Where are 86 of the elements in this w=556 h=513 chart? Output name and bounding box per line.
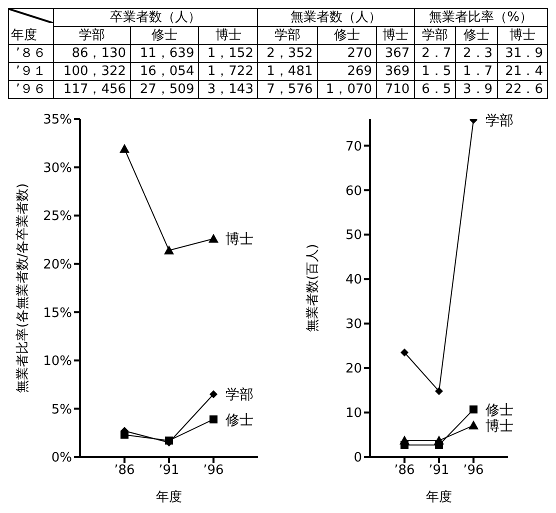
- text: 369: [376, 62, 414, 80]
- text: 2．7: [414, 44, 456, 62]
- y-tick-label: 0%: [51, 450, 72, 466]
- x-tick-label: ’91: [428, 463, 450, 478]
- point: [470, 405, 478, 414]
- y-tick-label: 10: [345, 406, 362, 422]
- y-tick-label: 0: [354, 450, 362, 466]
- text: 117，456: [54, 80, 131, 98]
- text: 無業者比率（%）: [414, 8, 548, 26]
- y-tick-label: 35%: [43, 112, 72, 128]
- series-label: 修士: [226, 412, 254, 428]
- text: 86，130: [54, 44, 131, 62]
- y-tick-label: 30%: [43, 160, 72, 176]
- y-axis-title: 無業者比率(各無業者数/各卒業者数): [14, 183, 31, 393]
- point: [435, 387, 443, 396]
- series-label: 学部: [226, 387, 254, 404]
- text: ’９１: [8, 62, 54, 80]
- series-label: 博士: [486, 418, 514, 434]
- text: ’８６: [8, 44, 54, 62]
- x-tick-label: ’96: [203, 463, 224, 478]
- text: 学部: [54, 26, 131, 44]
- point: [210, 390, 218, 398]
- point: [208, 234, 218, 243]
- text: 16，054: [130, 62, 199, 80]
- series-label: 博士: [226, 232, 254, 248]
- text: 2，352: [258, 44, 318, 62]
- text: 21．4: [497, 62, 548, 80]
- text: 博士: [198, 26, 258, 44]
- x-tick-label: ’86: [394, 463, 415, 478]
- text: 3．9: [456, 80, 498, 98]
- series-label: 修士: [486, 402, 514, 418]
- point: [435, 440, 443, 449]
- text: 270: [317, 44, 377, 62]
- text: 1，152: [198, 44, 258, 62]
- text: 1，070: [317, 80, 377, 98]
- text: 11，639: [130, 44, 199, 62]
- text: 1．5: [414, 62, 456, 80]
- text: 修士: [317, 26, 377, 44]
- x-tick-label: ’96: [463, 463, 484, 478]
- text: 修士: [456, 26, 498, 44]
- x-tick-label: ’86: [114, 463, 135, 478]
- series-label: 学部: [486, 112, 514, 129]
- text: 27，509: [130, 80, 199, 98]
- text: 710: [376, 80, 414, 98]
- text: 年度: [10, 28, 37, 43]
- text: 2．3: [456, 44, 498, 62]
- y-tick-label: 50: [345, 228, 362, 244]
- text: 269: [317, 62, 377, 80]
- x-tick-label: ’91: [158, 463, 180, 478]
- y-axis-title: 無業者数(百人): [306, 244, 321, 332]
- text: 1．7: [456, 62, 498, 80]
- text: 22．6: [497, 80, 548, 98]
- text: 7，576: [258, 80, 318, 98]
- text: 卒業者数（人）: [54, 8, 258, 26]
- text: 31．9: [497, 44, 548, 62]
- point: [400, 440, 408, 449]
- point: [120, 144, 130, 153]
- text: 学部: [414, 26, 456, 44]
- point: [400, 348, 408, 356]
- text: 3，143: [198, 80, 258, 98]
- text: ’９６: [8, 80, 54, 98]
- point: [210, 415, 218, 424]
- y-tick-label: 70: [345, 139, 362, 154]
- y-tick-label: 15%: [43, 306, 72, 321]
- x-axis-title: 年度: [156, 489, 182, 505]
- point: [468, 420, 478, 430]
- text: 1，481: [258, 62, 318, 80]
- y-tick-label: 60: [345, 184, 362, 199]
- text: 修士: [130, 26, 199, 44]
- y-tick-label: 5%: [51, 402, 72, 418]
- text: 博士: [376, 26, 414, 44]
- text: 1，722: [198, 62, 258, 80]
- y-tick-label: 40: [345, 272, 362, 288]
- y-tick-label: 25%: [43, 209, 72, 224]
- text: 学部: [258, 26, 318, 44]
- y-tick-label: 20: [345, 362, 362, 377]
- point: [164, 245, 174, 254]
- text: 無業者数（人）: [258, 8, 414, 26]
- x-axis-title: 年度: [426, 489, 452, 505]
- y-tick-label: 20%: [43, 257, 72, 272]
- y-tick-label: 30: [345, 317, 362, 332]
- y-tick-label: 10%: [43, 354, 72, 370]
- text: 博士: [497, 26, 548, 44]
- text: 100，322: [54, 62, 131, 80]
- text: 6．5: [414, 80, 456, 98]
- text: 367: [376, 44, 414, 62]
